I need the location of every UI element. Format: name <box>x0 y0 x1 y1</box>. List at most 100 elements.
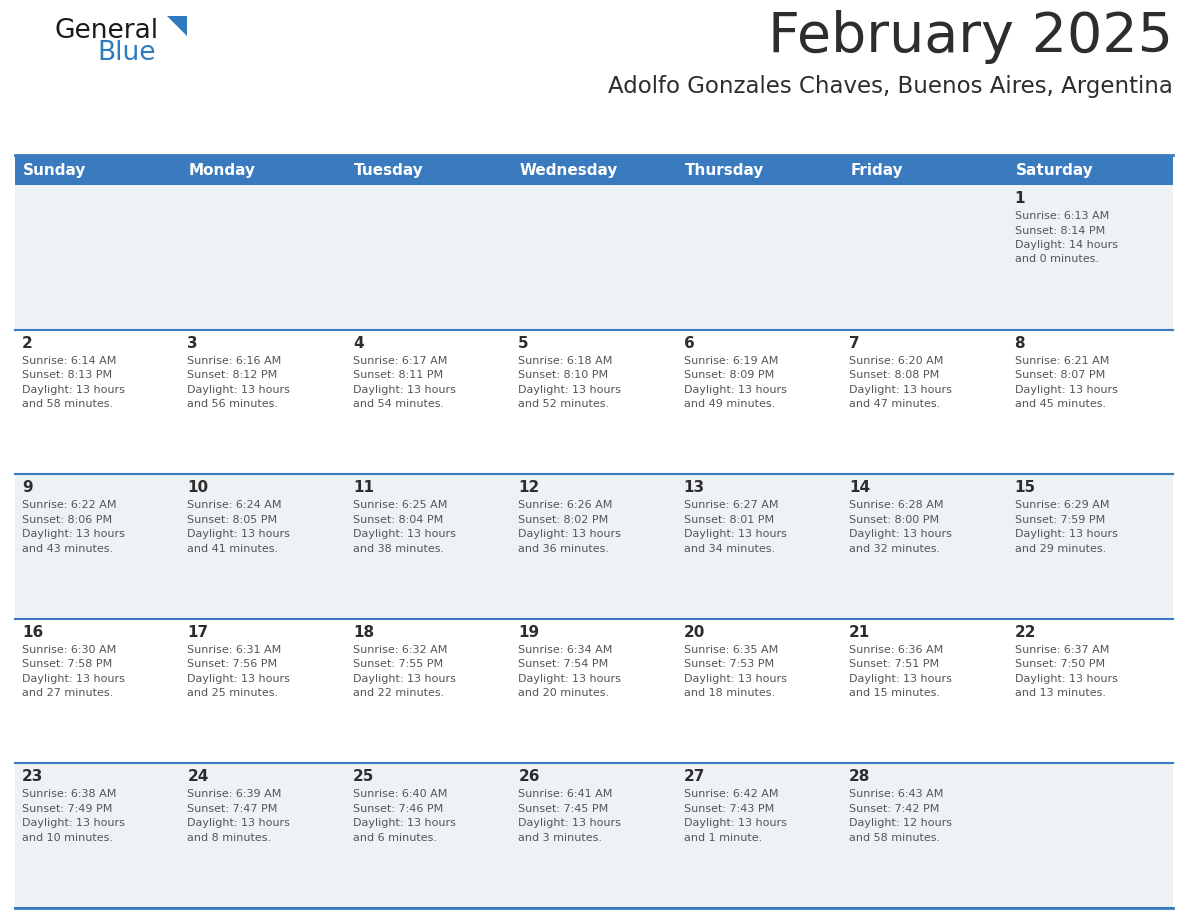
Text: 12: 12 <box>518 480 539 495</box>
Text: 21: 21 <box>849 625 871 640</box>
Text: and 10 minutes.: and 10 minutes. <box>23 833 113 843</box>
Text: Sunrise: 6:38 AM: Sunrise: 6:38 AM <box>23 789 116 800</box>
Text: and 49 minutes.: and 49 minutes. <box>684 399 775 409</box>
Text: Daylight: 13 hours: Daylight: 13 hours <box>353 385 456 395</box>
Bar <box>181 475 346 619</box>
Text: 24: 24 <box>188 769 209 784</box>
Text: 20: 20 <box>684 625 706 640</box>
Text: Daylight: 13 hours: Daylight: 13 hours <box>684 529 786 539</box>
Text: Sunset: 7:43 PM: Sunset: 7:43 PM <box>684 804 773 814</box>
Text: 26: 26 <box>518 769 539 784</box>
Text: and 58 minutes.: and 58 minutes. <box>849 833 940 843</box>
Bar <box>842 155 1007 185</box>
Text: Daylight: 13 hours: Daylight: 13 hours <box>353 529 456 539</box>
Text: Sunset: 8:04 PM: Sunset: 8:04 PM <box>353 515 443 525</box>
Text: 9: 9 <box>23 480 32 495</box>
Bar <box>842 619 1007 764</box>
Text: Sunrise: 6:19 AM: Sunrise: 6:19 AM <box>684 355 778 365</box>
Text: Sunrise: 6:14 AM: Sunrise: 6:14 AM <box>23 355 116 365</box>
Text: and 43 minutes.: and 43 minutes. <box>23 543 113 554</box>
Text: Monday: Monday <box>189 162 255 177</box>
Text: Sunrise: 6:40 AM: Sunrise: 6:40 AM <box>353 789 447 800</box>
Text: Sunset: 7:47 PM: Sunset: 7:47 PM <box>188 804 278 814</box>
Text: Sunrise: 6:20 AM: Sunrise: 6:20 AM <box>849 355 943 365</box>
Text: 16: 16 <box>23 625 43 640</box>
Text: Friday: Friday <box>851 162 903 177</box>
Text: Sunrise: 6:18 AM: Sunrise: 6:18 AM <box>518 355 613 365</box>
Bar <box>511 185 677 330</box>
Text: Daylight: 13 hours: Daylight: 13 hours <box>518 529 621 539</box>
Bar <box>677 475 842 619</box>
Text: 10: 10 <box>188 480 209 495</box>
Text: 11: 11 <box>353 480 374 495</box>
Text: Sunset: 7:46 PM: Sunset: 7:46 PM <box>353 804 443 814</box>
Text: 8: 8 <box>1015 336 1025 351</box>
Text: Daylight: 13 hours: Daylight: 13 hours <box>849 674 952 684</box>
Text: 15: 15 <box>1015 480 1036 495</box>
Bar <box>1007 155 1173 185</box>
Bar <box>346 764 511 908</box>
Text: 18: 18 <box>353 625 374 640</box>
Text: 13: 13 <box>684 480 704 495</box>
Text: Sunrise: 6:28 AM: Sunrise: 6:28 AM <box>849 500 943 510</box>
Text: and 1 minute.: and 1 minute. <box>684 833 762 843</box>
Bar <box>842 475 1007 619</box>
Bar <box>15 764 181 908</box>
Text: Daylight: 13 hours: Daylight: 13 hours <box>849 529 952 539</box>
Text: Daylight: 13 hours: Daylight: 13 hours <box>518 385 621 395</box>
Text: Tuesday: Tuesday <box>354 162 424 177</box>
Bar <box>346 155 511 185</box>
Text: 19: 19 <box>518 625 539 640</box>
Bar <box>511 475 677 619</box>
Text: Daylight: 13 hours: Daylight: 13 hours <box>188 674 290 684</box>
Text: Sunset: 8:11 PM: Sunset: 8:11 PM <box>353 370 443 380</box>
Text: Sunset: 8:01 PM: Sunset: 8:01 PM <box>684 515 773 525</box>
Text: and 18 minutes.: and 18 minutes. <box>684 688 775 699</box>
Bar <box>346 619 511 764</box>
Text: and 6 minutes.: and 6 minutes. <box>353 833 437 843</box>
Text: and 3 minutes.: and 3 minutes. <box>518 833 602 843</box>
Text: Sunset: 8:14 PM: Sunset: 8:14 PM <box>1015 226 1105 236</box>
Text: 7: 7 <box>849 336 860 351</box>
Text: and 41 minutes.: and 41 minutes. <box>188 543 278 554</box>
Bar <box>677 185 842 330</box>
Text: Daylight: 13 hours: Daylight: 13 hours <box>23 819 125 828</box>
Text: Daylight: 13 hours: Daylight: 13 hours <box>518 674 621 684</box>
Text: Sunrise: 6:17 AM: Sunrise: 6:17 AM <box>353 355 447 365</box>
Text: Sunrise: 6:31 AM: Sunrise: 6:31 AM <box>188 644 282 655</box>
Text: Wednesday: Wednesday <box>519 162 618 177</box>
Polygon shape <box>168 16 187 36</box>
Bar <box>842 185 1007 330</box>
Text: 22: 22 <box>1015 625 1036 640</box>
Text: Sunset: 7:45 PM: Sunset: 7:45 PM <box>518 804 608 814</box>
Bar <box>1007 185 1173 330</box>
Text: Sunrise: 6:29 AM: Sunrise: 6:29 AM <box>1015 500 1110 510</box>
Text: Adolfo Gonzales Chaves, Buenos Aires, Argentina: Adolfo Gonzales Chaves, Buenos Aires, Ar… <box>608 75 1173 98</box>
Text: Daylight: 13 hours: Daylight: 13 hours <box>1015 674 1118 684</box>
Text: Sunrise: 6:41 AM: Sunrise: 6:41 AM <box>518 789 613 800</box>
Text: Daylight: 13 hours: Daylight: 13 hours <box>684 674 786 684</box>
Text: and 20 minutes.: and 20 minutes. <box>518 688 609 699</box>
Text: Saturday: Saturday <box>1016 162 1094 177</box>
Text: 2: 2 <box>23 336 33 351</box>
Bar <box>1007 330 1173 475</box>
Text: Daylight: 13 hours: Daylight: 13 hours <box>23 529 125 539</box>
Text: Sunset: 8:10 PM: Sunset: 8:10 PM <box>518 370 608 380</box>
Text: Sunset: 7:51 PM: Sunset: 7:51 PM <box>849 659 940 669</box>
Text: Sunrise: 6:25 AM: Sunrise: 6:25 AM <box>353 500 447 510</box>
Bar <box>511 330 677 475</box>
Bar <box>181 619 346 764</box>
Text: 23: 23 <box>23 769 44 784</box>
Bar <box>346 185 511 330</box>
Text: Daylight: 13 hours: Daylight: 13 hours <box>188 529 290 539</box>
Text: Daylight: 13 hours: Daylight: 13 hours <box>518 819 621 828</box>
Text: Daylight: 13 hours: Daylight: 13 hours <box>684 385 786 395</box>
Text: 3: 3 <box>188 336 198 351</box>
Bar <box>181 330 346 475</box>
Text: Sunrise: 6:26 AM: Sunrise: 6:26 AM <box>518 500 613 510</box>
Text: and 56 minutes.: and 56 minutes. <box>188 399 278 409</box>
Text: Sunrise: 6:22 AM: Sunrise: 6:22 AM <box>23 500 116 510</box>
Bar <box>677 619 842 764</box>
Text: and 13 minutes.: and 13 minutes. <box>1015 688 1106 699</box>
Bar <box>511 155 677 185</box>
